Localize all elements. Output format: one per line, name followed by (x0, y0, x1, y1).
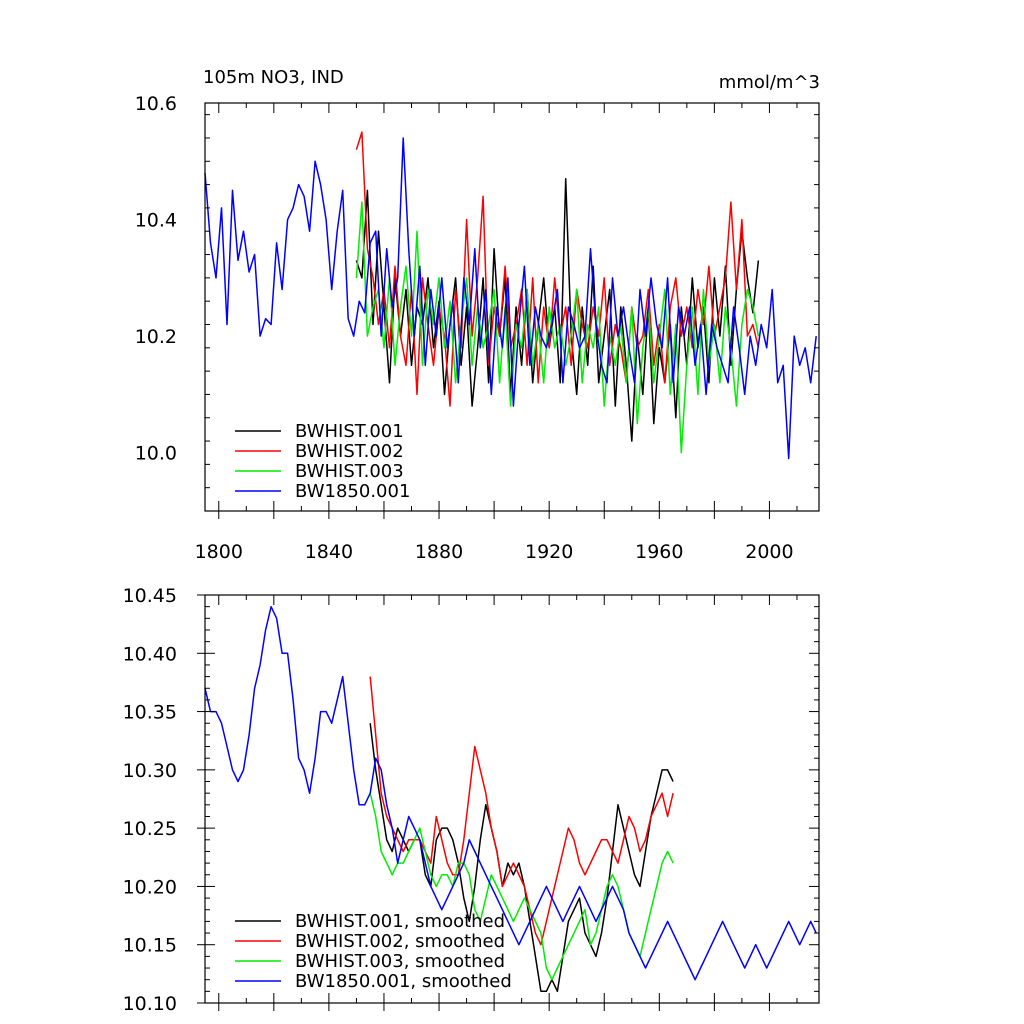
y-tick-label: 10.40 (123, 643, 177, 665)
legend-label-2: BWHIST.003, smoothed (295, 951, 505, 972)
y-tick-label: 10.6 (135, 93, 177, 115)
top-plot-frame (204, 102, 820, 512)
x-tick-label: 2000 (745, 541, 793, 563)
legend-label-2: BWHIST.003 (295, 461, 404, 482)
top-panel: 105m NO3, IND mmol/m^3 1800 1840 1880 1920 1… (135, 67, 820, 563)
y-tick-label: 10.2 (135, 326, 177, 348)
x-tick-label: 1800 (195, 541, 243, 563)
x-tick-label: 1840 (305, 541, 353, 563)
bottom-series-layer (204, 605, 817, 993)
bottom-plot-frame (204, 594, 820, 1004)
y-tick-label: 10.35 (123, 702, 177, 724)
y-tick-label: 10.25 (123, 818, 177, 840)
legend-label-1: BWHIST.002, smoothed (295, 931, 505, 952)
series-line-0 (355, 178, 760, 442)
series-line-3 (204, 605, 817, 981)
top-series-layer (204, 131, 817, 460)
x-tick-label: 1920 (525, 541, 573, 563)
series-line-2 (355, 201, 760, 454)
series-line-3 (204, 137, 817, 460)
legend-label-3: BW1850.001 (295, 481, 410, 502)
y-tick-label: 10.30 (123, 760, 177, 782)
y-tick-label: 10.20 (123, 876, 177, 898)
legend-label-0: BWHIST.001 (295, 421, 404, 442)
top-title-right: mmol/m^3 (719, 72, 820, 93)
top-title-left: 105m NO3, IND (203, 67, 344, 88)
y-tick-label: 10.15 (123, 935, 177, 957)
x-tick-label: 1880 (415, 541, 463, 563)
bottom-panel: 10.10 10.15 10.20 10.25 10.30 10.35 10.40 10.45… (123, 585, 820, 1015)
legend-label-3: BW1850.001, smoothed (295, 971, 512, 992)
top-ticks-layer: 1800 1840 1880 1920 1960 2000 10.0 10.2 10.4 10.6 (135, 93, 819, 563)
series-line-1 (355, 131, 760, 407)
series-line-2 (369, 793, 674, 981)
legend-label-0: BWHIST.001, smoothed (295, 911, 505, 932)
x-tick-label: 1960 (635, 541, 683, 563)
y-tick-label: 10.45 (123, 585, 177, 607)
y-tick-label: 10.10 (123, 993, 177, 1015)
bottom-ticks-layer: 10.10 10.15 10.20 10.25 10.30 10.35 10.40 10.45 (123, 585, 819, 1015)
y-tick-label: 10.0 (135, 443, 177, 465)
legend-label-1: BWHIST.002 (295, 441, 404, 462)
y-tick-label: 10.4 (135, 210, 177, 232)
